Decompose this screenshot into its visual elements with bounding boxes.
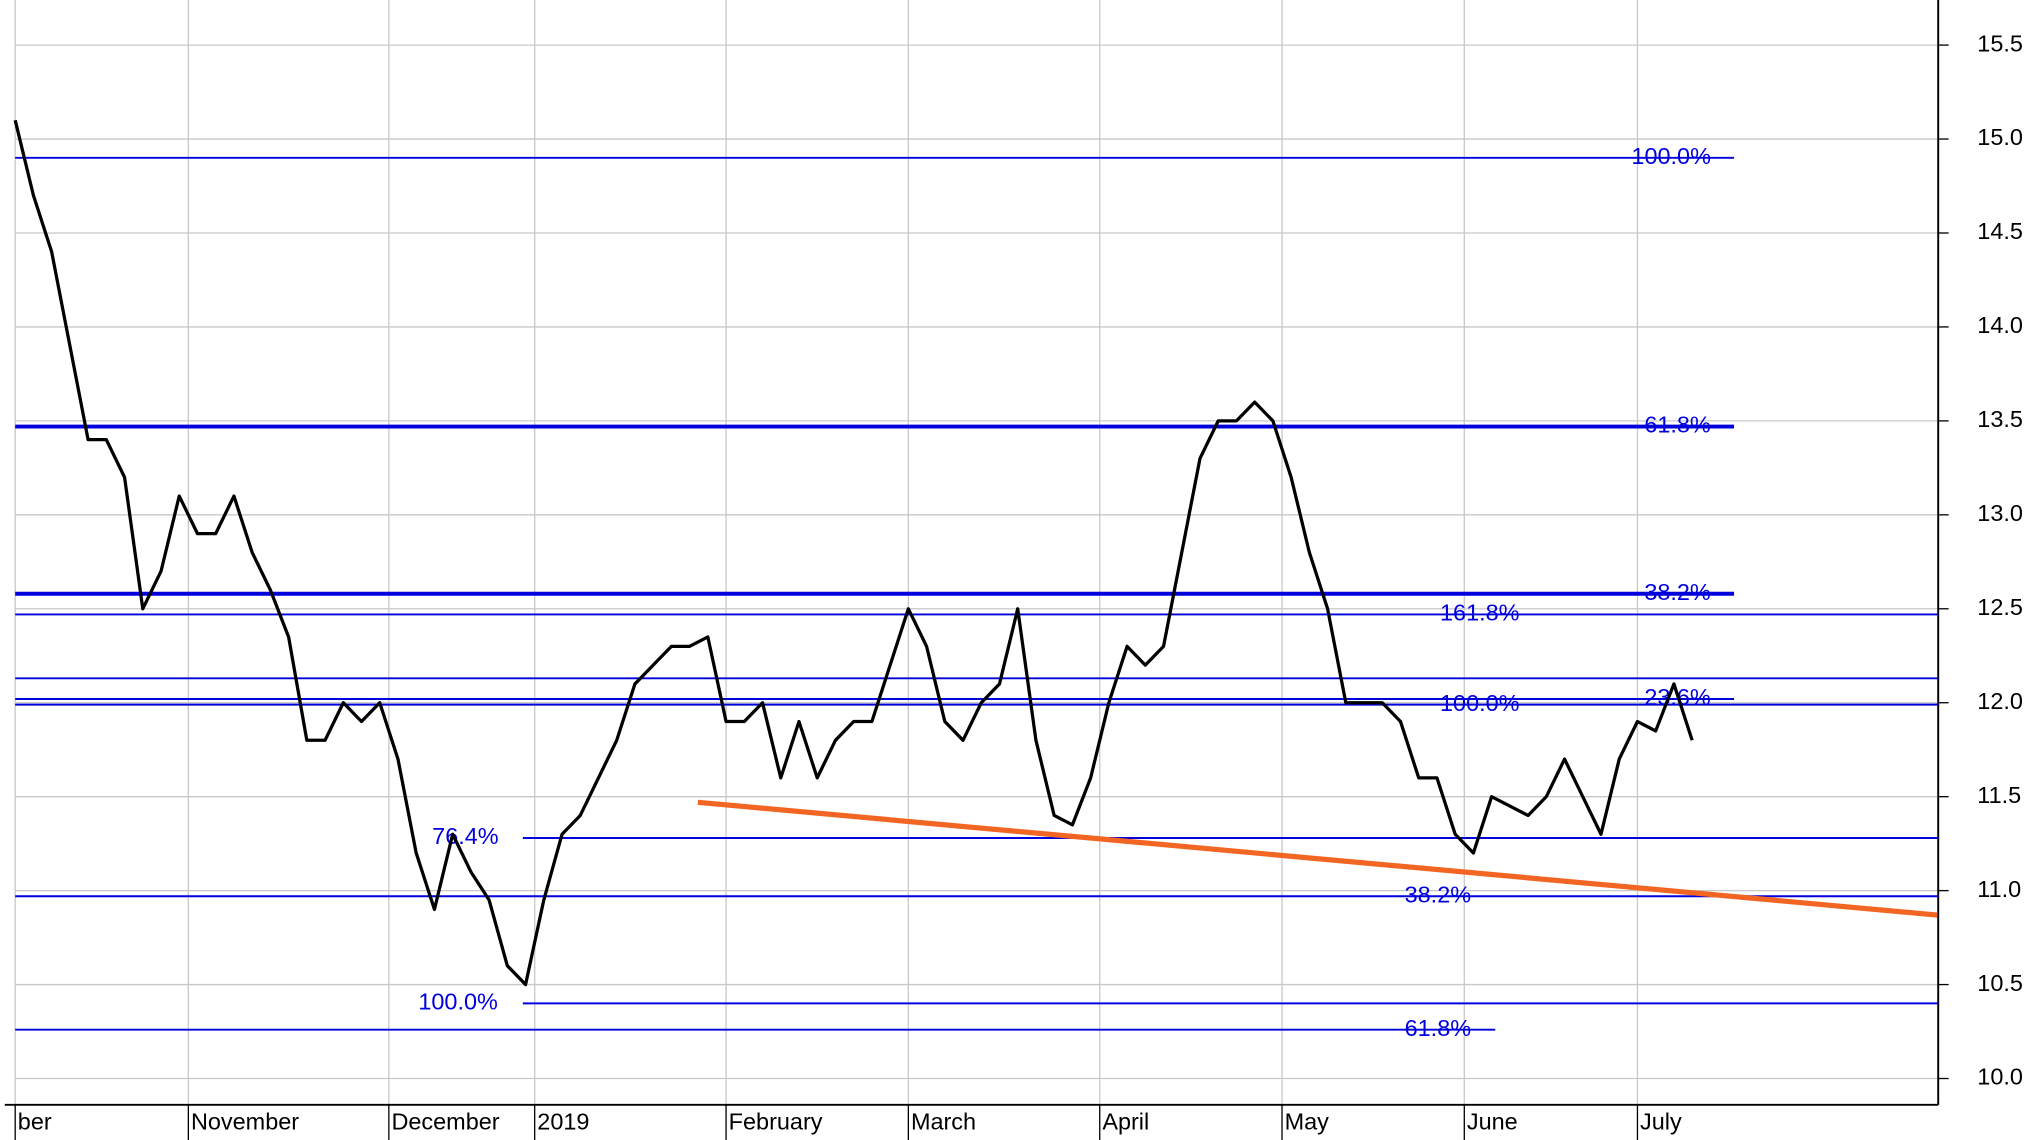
y-tick-label: 15.0	[1977, 124, 2023, 150]
y-tick-label: 12.0	[1977, 688, 2023, 714]
fib-label: 38.2%	[1644, 579, 1710, 605]
x-tick-label: December	[391, 1108, 499, 1134]
fib-label: 61.8%	[1644, 412, 1710, 438]
fib-label: 38.2%	[1405, 881, 1471, 907]
y-tick-label: 13.5	[1977, 406, 2023, 432]
fib-label: 100.0%	[418, 989, 498, 1015]
x-tick-label: March	[911, 1108, 976, 1134]
x-tick-label: November	[191, 1108, 299, 1134]
y-tick-label: 11.5	[1977, 782, 2021, 808]
trend-line	[697, 799, 1938, 918]
price-line	[13, 119, 1694, 987]
x-tick-label: June	[1467, 1108, 1518, 1134]
y-tick-label: 14.5	[1977, 218, 2023, 244]
x-tick-label: July	[1640, 1108, 1682, 1134]
fib-label: 61.8%	[1405, 1015, 1471, 1041]
fib-label: 100.0%	[1440, 690, 1520, 716]
y-tick-label: 12.5	[1977, 594, 2023, 620]
y-tick-label: 10.5	[1977, 970, 2023, 996]
y-tick-label: 11.0	[1977, 876, 2021, 902]
x-tick-label: May	[1285, 1108, 1330, 1134]
fib-label: 76.4%	[432, 823, 498, 849]
x-tick-label: February	[729, 1108, 823, 1134]
y-tick-label: 13.0	[1977, 500, 2023, 526]
y-tick-label: 15.5	[1977, 30, 2023, 56]
x-tick-label: 2019	[537, 1108, 589, 1134]
background	[4, 0, 2038, 1140]
fib-label: 161.8%	[1440, 600, 1520, 626]
fib-label: 100.0%	[1631, 143, 1711, 169]
x-tick-label: April	[1102, 1108, 1149, 1134]
x-tick-label: ber	[18, 1108, 52, 1134]
y-tick-label: 10.0	[1977, 1064, 2023, 1090]
y-tick-label: 14.0	[1977, 312, 2023, 338]
